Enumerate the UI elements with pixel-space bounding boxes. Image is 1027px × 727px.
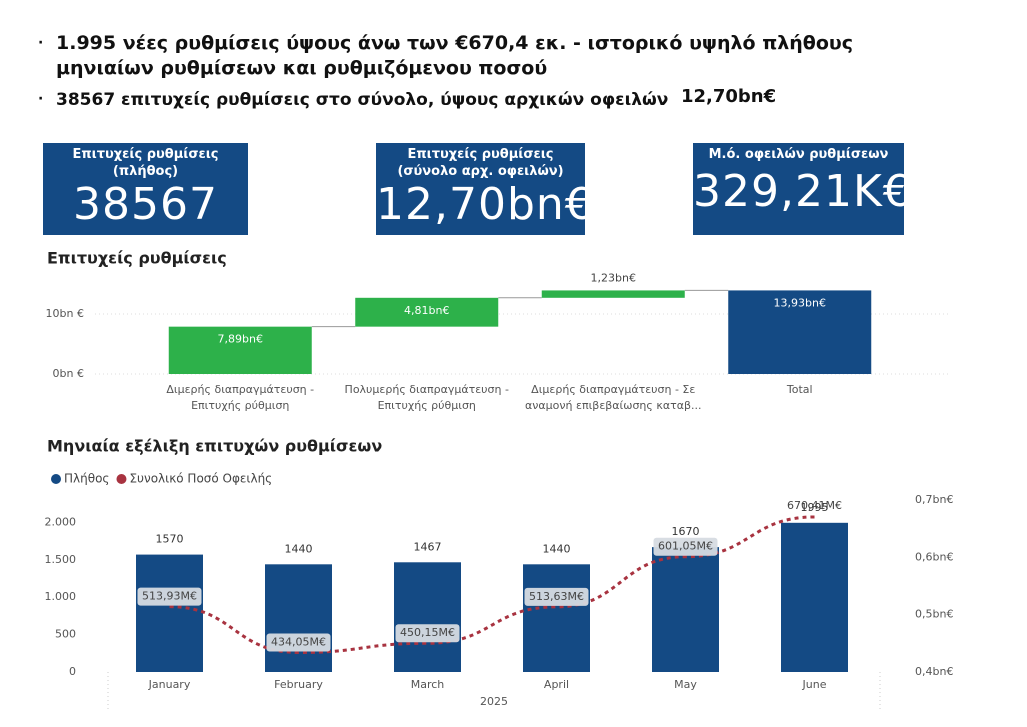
legend-label: Πλήθος <box>64 472 109 486</box>
label-box <box>266 633 331 652</box>
kpi-title: Επιτυχείς ρυθμίσεις (πλήθος) <box>72 147 219 179</box>
label-box <box>524 587 589 606</box>
x-tick-label: Διμερής διαπραγμάτευση - Επιτυχής ρύθμισ… <box>166 383 315 412</box>
chart-title: Μηνιαία εξέλιξη επιτυχών ρυθμίσεων <box>47 437 382 456</box>
data-label: 513,93M€ <box>142 590 197 603</box>
bar <box>728 290 872 374</box>
bullet-text: 1.995 νέες ρυθμίσεις ύψους άνω των €670,… <box>56 32 854 79</box>
x-tick-label: March <box>411 678 445 691</box>
data-label: 513,63M€ <box>529 590 584 603</box>
label-box <box>395 624 460 643</box>
x-tick-label: April <box>544 678 569 691</box>
y2-tick-label: 0,6bn€ <box>915 550 953 563</box>
bar <box>541 290 685 298</box>
line-label: 450,15M€ <box>395 624 460 643</box>
x-label-box: Διμερής διαπραγμάτευση - Σε αναμονή επιβ… <box>525 383 702 412</box>
bullet-text: 38567 επιτυχείς ρυθμίσεις στο σύνολο, ύψ… <box>56 90 669 110</box>
kpi-title: Επιτυχείς ρυθμίσεις (σύνολο αρχ. οφειλών… <box>397 147 564 179</box>
data-label: 1570 <box>156 533 184 546</box>
y2-tick-label: 0,7bn€ <box>915 493 953 506</box>
y-tick-label: 1.000 <box>45 590 77 603</box>
bullet: 38567 επιτυχείς ρυθμίσεις στο σύνολο, ύψ… <box>38 86 940 113</box>
legend-marker <box>51 474 61 484</box>
x-label-box: Πολυμερής διαπραγμάτευση - Επιτυχής ρύθμ… <box>344 383 509 412</box>
data-label: 601,05M€ <box>658 540 713 553</box>
x-axis-label: 2025 <box>480 695 508 708</box>
line-label: 670,41M€ <box>787 499 842 512</box>
data-label: 1670 <box>672 525 700 538</box>
bar <box>523 564 590 672</box>
data-label: 1467 <box>414 540 442 553</box>
data-label: 450,15M€ <box>400 626 455 639</box>
bar <box>355 297 499 327</box>
y-tick-label: 500 <box>55 628 76 641</box>
y-tick-label: 1.500 <box>45 553 77 566</box>
x-label-box: Διμερής διαπραγμάτευση - Επιτυχής ρύθμισ… <box>166 383 315 412</box>
bar <box>652 547 719 672</box>
data-label: 434,05M€ <box>271 635 326 648</box>
kpi-title: Μ.ό. οφειλών ρυθμίσεων <box>708 147 889 162</box>
bar <box>136 554 203 672</box>
x-tick-label: May <box>674 678 697 691</box>
legend-label: Συνολικό Ποσό Οφειλής <box>129 472 272 486</box>
x-label-box: Total <box>786 383 813 396</box>
bar <box>781 522 848 672</box>
bullet-highlight: 12,70bn€ <box>680 86 777 107</box>
kpi-card: Επιτυχείς ρυθμίσεις (σύνολο αρχ. οφειλών… <box>376 143 594 235</box>
line-label: 513,93M€ <box>137 587 202 606</box>
kpi-value: 12,70bn€ <box>376 179 594 230</box>
y-tick-label: 0bn € <box>53 367 84 380</box>
y2-tick-label: 0,4bn€ <box>915 665 953 678</box>
x-tick-label: Πολυμερής διαπραγμάτευση - Επιτυχής ρύθμ… <box>344 383 509 412</box>
y-tick-label: 0 <box>69 665 76 678</box>
y2-tick-label: 0,5bn€ <box>915 608 953 621</box>
data-label: 1995 <box>801 501 829 514</box>
kpi-value: 38567 <box>73 179 218 230</box>
data-label: 1,23bn€ <box>591 271 636 284</box>
data-label: 4,81bn€ <box>404 304 449 317</box>
x-tick-label: January <box>148 678 191 691</box>
bar <box>394 562 461 672</box>
chart-title: Επιτυχείς ρυθμίσεις <box>47 249 227 268</box>
data-label: 670,41M€ <box>787 499 842 512</box>
data-label: 1440 <box>285 542 313 555</box>
line-label: 601,05M€ <box>653 537 718 556</box>
x-tick-label: February <box>274 678 323 691</box>
x-tick-label: Total <box>786 383 813 396</box>
line-label: 434,05M€ <box>266 633 331 652</box>
bullet: 1.995 νέες ρυθμίσεις ύψους άνω των €670,… <box>38 31 940 81</box>
line-label: 513,63M€ <box>524 587 589 606</box>
data-label: 7,89bn€ <box>218 333 263 346</box>
label-box <box>653 537 718 556</box>
y-tick-label: 2.000 <box>45 515 77 528</box>
legend-marker <box>116 474 127 484</box>
data-label: 1440 <box>543 542 571 555</box>
kpi-value: 329,21K€ <box>693 166 912 217</box>
bar <box>168 326 312 374</box>
x-tick-label: June <box>802 678 827 691</box>
label-box <box>137 587 202 606</box>
data-label: 13,93bn€ <box>774 296 826 309</box>
kpi-card: Μ.ό. οφειλών ρυθμίσεων 329,21K€ <box>693 143 912 235</box>
x-tick-label: Διμερής διαπραγμάτευση - Σε αναμονή επιβ… <box>525 383 702 412</box>
kpi-card: Επιτυχείς ρυθμίσεις (πλήθος) 38567 <box>43 143 248 235</box>
y-tick-label: 10bn € <box>46 307 84 320</box>
bar <box>265 564 332 672</box>
